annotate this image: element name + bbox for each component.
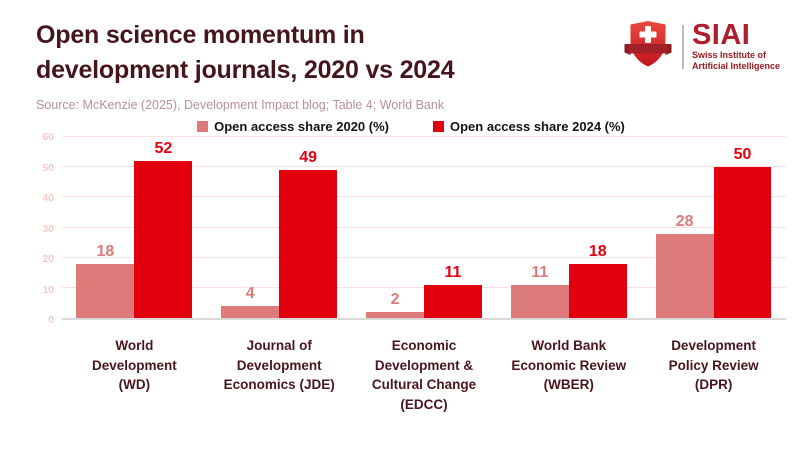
siai-logo: SIAI Swiss Institute of Artificial Intel…	[622, 18, 780, 75]
bar-value-label: 50	[733, 146, 752, 164]
bar-value-label: 28	[675, 212, 694, 230]
y-tick-label: 60	[42, 131, 54, 143]
bar-series-0: 18	[76, 243, 135, 318]
bar-group: 11 18	[496, 137, 641, 318]
logo-divider	[681, 24, 684, 69]
gridline	[62, 226, 786, 228]
bar-series-1: 50	[713, 146, 772, 318]
legend-swatch-icon	[197, 121, 209, 132]
gridline	[62, 166, 786, 168]
category-label: World Bank Economic Review (WBER)	[511, 338, 627, 393]
bar-chart: 0 10 20 30 40 50 60 18 52 4 49 2 11 11 18 28 50	[36, 131, 786, 326]
gridline	[62, 136, 786, 137]
bar-value-label: 11	[531, 263, 549, 281]
category-label: Development Policy Review (DPR)	[668, 338, 759, 393]
y-tick-label: 50	[42, 161, 54, 174]
page-title: Open science momentum in development jou…	[36, 21, 455, 84]
y-tick-label: 40	[42, 192, 54, 204]
category-label: Journal of Development Economics (JDE)	[223, 338, 335, 393]
gridline	[62, 256, 786, 258]
legend-label: Open access share 2024 (%)	[450, 119, 625, 134]
y-tick-label: 20	[42, 253, 54, 265]
logo-text: SIAI Swiss Institute of Artificial Intel…	[691, 18, 780, 73]
bar-series-1: 18	[568, 243, 627, 318]
bar-series-0: 2	[366, 291, 424, 318]
bar-value-label: 18	[96, 242, 115, 260]
x-axis-labels: World Development (WD) Journal of Develop…	[62, 336, 786, 414]
bar-group: 4 49	[207, 137, 352, 318]
legend-item-0: Open access share 2020 (%)	[197, 119, 389, 134]
legend-label: Open access share 2020 (%)	[214, 119, 389, 134]
swiss-shield-icon	[622, 18, 674, 75]
legend-swatch-icon	[433, 121, 444, 132]
header: Open science momentum in development jou…	[36, 16, 786, 87]
logo-acronym: SIAI	[691, 18, 751, 51]
bar-series-1: 52	[134, 140, 193, 318]
bar-series-1: 11	[423, 264, 482, 318]
bar-series-0: 11	[510, 264, 569, 318]
y-tick-label: 30	[42, 222, 54, 235]
bar-series-0: 4	[221, 285, 280, 318]
bar-groups: 18 52 4 49 2 11 11 18 28 50	[62, 137, 786, 318]
bar-value-label: 49	[299, 149, 318, 167]
bar-series-0: 28	[655, 213, 714, 318]
logo-subtitle-line2: Artificial Intelligence	[691, 61, 780, 71]
bar-group: 18 52	[62, 137, 207, 318]
y-axis: 0 10 20 30 40 50 60	[36, 131, 62, 326]
bar-value-label: 11	[444, 263, 462, 281]
bar-series-1: 49	[279, 149, 338, 318]
logo-subtitle-line1: Swiss Institute of	[691, 49, 766, 60]
bar-group: 28 50	[641, 137, 786, 318]
bar-value-label: 52	[154, 140, 173, 158]
gridline	[62, 196, 786, 198]
y-tick-label: 10	[42, 283, 54, 296]
source-note: Source: McKenzie (2025), Development Imp…	[36, 98, 445, 112]
chart-legend: Open access share 2020 (%) Open access sh…	[36, 119, 786, 134]
category-label: World Development (WD)	[92, 338, 177, 393]
y-tick-label: 0	[48, 314, 54, 326]
bar-value-label: 2	[390, 290, 400, 308]
bar-group: 2 11	[352, 137, 497, 318]
bar-value-label: 4	[245, 284, 255, 302]
bar-value-label: 18	[588, 242, 607, 260]
category-label: Economic Development & Cultural Change (…	[371, 338, 477, 412]
legend-item-1: Open access share 2024 (%)	[433, 119, 625, 134]
plot-area: 18 52 4 49 2 11 11 18 28 50	[62, 136, 786, 320]
